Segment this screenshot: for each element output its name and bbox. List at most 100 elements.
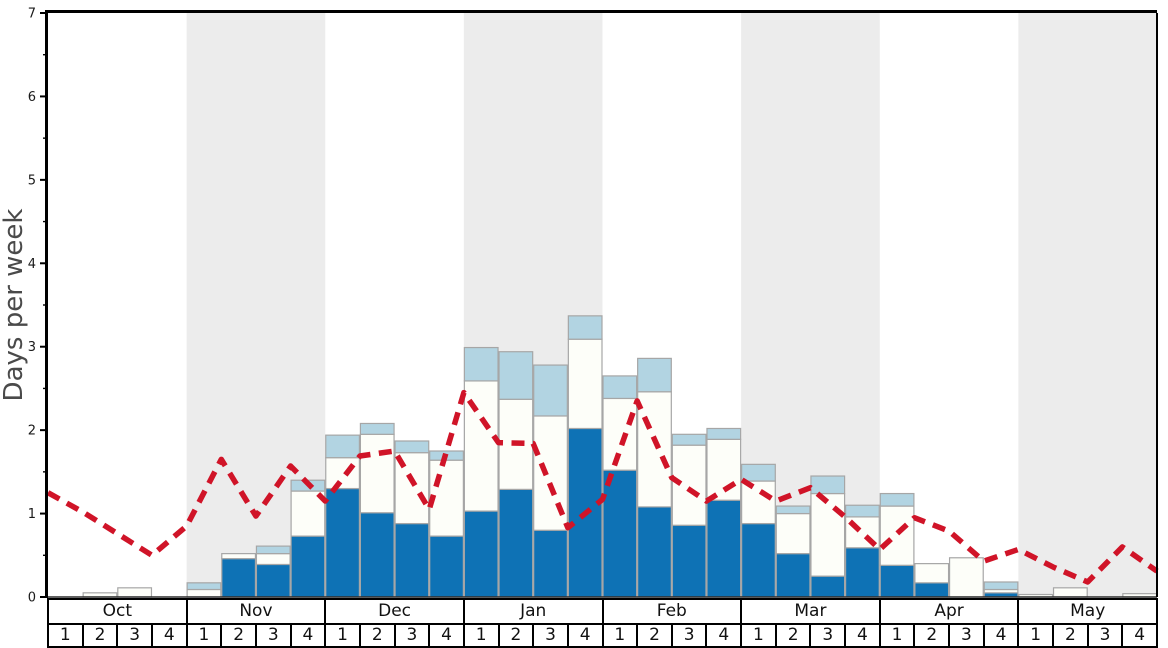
- week-label: 2: [1052, 625, 1087, 646]
- bar-segment-white: [255, 553, 291, 566]
- bar-segment-white: [706, 438, 742, 501]
- bar-segment-light-blue: [706, 427, 742, 440]
- bar-segment-white: [325, 457, 361, 490]
- week-label: 3: [670, 625, 706, 646]
- y-tick-label: 7: [28, 7, 36, 22]
- bar-segment-dark-blue: [706, 499, 742, 598]
- bar-segment-white: [1052, 587, 1088, 598]
- y-tick-label: 2: [28, 424, 36, 439]
- bar-segment-white: [567, 338, 603, 430]
- month-label-dec: Dec: [324, 600, 463, 623]
- bar-segment-white: [221, 553, 257, 560]
- bar-segment-light-blue: [533, 364, 568, 417]
- red-dashed-trend-line: [46, 389, 1159, 585]
- bar-segment-dark-blue: [221, 558, 257, 598]
- week-label: 3: [254, 625, 290, 646]
- week-label: 1: [462, 625, 498, 646]
- bar-segment-dark-blue: [775, 553, 811, 598]
- week-label: 3: [809, 625, 844, 646]
- week-label: 3: [948, 625, 983, 646]
- month-label-feb: Feb: [601, 600, 741, 623]
- week-label: 2: [358, 625, 394, 646]
- week-label: 4: [566, 625, 602, 646]
- month-label-oct: Oct: [102, 601, 133, 621]
- bar-segment-dark-blue: [290, 535, 326, 598]
- bar-segment-white: [186, 588, 222, 598]
- bar-segment-dark-blue: [602, 469, 638, 598]
- bar-segment-light-blue: [567, 315, 603, 340]
- bar-segment-white: [671, 444, 707, 526]
- month-label-apr: Apr: [878, 600, 1018, 623]
- bar-segment-dark-blue: [463, 510, 499, 598]
- bar-segment-white: [637, 391, 672, 508]
- week-label: 2: [220, 625, 255, 646]
- month-label-mar: Mar: [740, 600, 879, 623]
- bar-segment-dark-blue: [359, 512, 395, 598]
- y-tick-label: 3: [28, 340, 36, 355]
- y-tick-label: 1: [28, 507, 36, 522]
- bar-segment-dark-blue: [429, 535, 464, 598]
- y-tick-label: 4: [28, 257, 36, 272]
- bar-segment-dark-blue: [810, 575, 846, 598]
- week-label: 3: [1086, 625, 1122, 646]
- bar-segment-white: [117, 587, 153, 598]
- bar-segment-white: [741, 480, 776, 525]
- bar-segment-light-blue: [879, 492, 915, 507]
- week-label: 1: [740, 625, 775, 646]
- month-band-may: [1018, 13, 1157, 597]
- bar-segment-light-blue: [983, 581, 1019, 591]
- week-label: 2: [913, 625, 948, 646]
- week-label: 4: [982, 625, 1018, 646]
- week-label: 4: [844, 625, 879, 646]
- bar-segment-dark-blue: [914, 582, 950, 598]
- y-tick-label: 0: [28, 591, 36, 606]
- y-tick-label: 6: [28, 90, 36, 105]
- bar-segment-dark-blue: [671, 524, 707, 598]
- bar-segment-light-blue: [325, 434, 361, 459]
- bar-segment-white: [914, 563, 950, 584]
- bar-segment-light-blue: [671, 433, 707, 446]
- month-label-nov: Nov: [185, 600, 325, 623]
- week-label: 4: [428, 625, 463, 646]
- bar-segment-light-blue: [741, 463, 776, 482]
- bar-segment-light-blue: [359, 422, 395, 435]
- week-label: 3: [116, 625, 151, 646]
- bar-segment-white: [879, 505, 915, 566]
- bar-segment-dark-blue: [844, 547, 880, 598]
- bar-segment-light-blue: [463, 346, 499, 382]
- week-label: 4: [150, 625, 186, 646]
- bar-segment-dark-blue: [394, 522, 430, 598]
- bar-segment-white: [359, 433, 395, 514]
- bar-segment-dark-blue: [879, 564, 915, 598]
- bar-segment-light-blue: [498, 351, 534, 400]
- bar-segment-light-blue: [637, 357, 672, 393]
- bar-segment-white: [602, 397, 638, 471]
- bar-segment-dark-blue: [533, 529, 568, 598]
- bar-segment-light-blue: [186, 582, 222, 591]
- bar-segment-light-blue: [255, 545, 291, 555]
- bar-segment-white: [948, 557, 984, 598]
- week-label: 1: [59, 625, 71, 645]
- bar-segment-light-blue: [810, 475, 846, 495]
- bar-segment-light-blue: [394, 440, 430, 454]
- month-axis-row: Oct Nov Dec Jan Feb Mar Apr May: [49, 600, 1156, 625]
- week-label: 4: [705, 625, 740, 646]
- y-axis-label: Days per week: [0, 209, 29, 402]
- bar-segment-dark-blue: [255, 563, 291, 598]
- week-label: 1: [1017, 625, 1052, 646]
- bar-segment-white: [810, 492, 846, 577]
- week-label: 2: [81, 625, 117, 646]
- week-label: 2: [636, 625, 671, 646]
- week-label: 1: [601, 625, 637, 646]
- week-label: 2: [497, 625, 533, 646]
- week-label: 4: [289, 625, 325, 646]
- bar-segment-light-blue: [775, 505, 811, 515]
- week-label: 2: [774, 625, 810, 646]
- month-label-may: May: [1017, 600, 1156, 623]
- month-label-jan: Jan: [462, 600, 602, 623]
- bar-segment-dark-blue: [325, 487, 361, 598]
